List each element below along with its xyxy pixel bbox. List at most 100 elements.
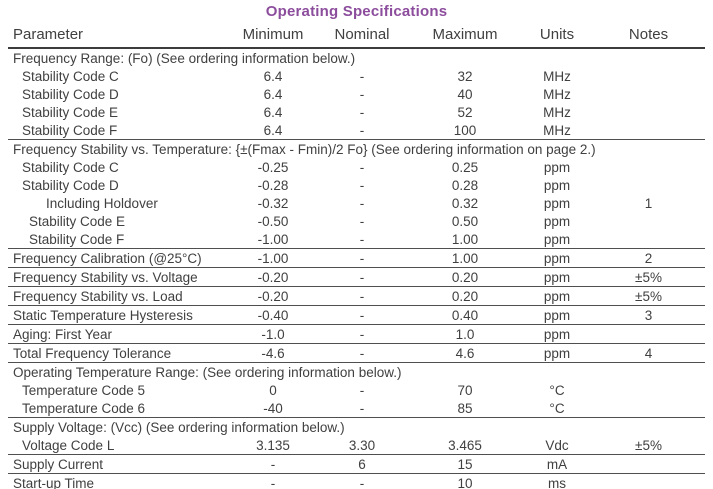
minimum-cell: 6.4: [263, 68, 283, 84]
notes-cell: [592, 454, 705, 474]
notes-cell: [592, 324, 705, 344]
parameter-cell: Start-up Time: [8, 473, 230, 489]
units-cell: ppm: [543, 213, 571, 229]
units-cell: ppm: [522, 286, 592, 306]
parameter-cell: Stability Code F: [8, 121, 230, 140]
maximum-cell: 0.50: [451, 213, 479, 229]
spec-table-body: Frequency Range: (Fo) (See ordering info…: [8, 48, 705, 489]
notes-cell: 3: [592, 305, 705, 325]
nominal-cell: -: [316, 324, 408, 344]
parameter-cell: Static Temperature Hysteresis: [8, 305, 230, 325]
maximum-cell: 0.20: [408, 267, 522, 287]
spec-row: Voltage Code L 3.135 3.30 3.465 Vdc ±5%: [8, 436, 705, 455]
spec-row: Aging: First Year -1.0-1.0 ppm: [8, 324, 705, 344]
units-cell: ppm: [522, 248, 592, 268]
spec-row: Stability Code D 6.4 - 40 MHz: [8, 85, 705, 103]
minimum-cell: -1.00: [230, 248, 316, 268]
notes-cell: ±5%: [592, 286, 705, 306]
parameter-cell: Stability Code C: [22, 159, 119, 175]
maximum-cell: 1.00: [408, 248, 522, 268]
units-cell: ppm: [522, 305, 592, 325]
column-header-nominal: Nominal: [316, 25, 408, 49]
maximum-cell: 3.465: [408, 436, 522, 455]
section-row: Operating Temperature Range: (See orderi…: [8, 363, 705, 382]
minimum-cell: -1.0: [230, 324, 316, 344]
nominal-cell: -: [359, 195, 365, 211]
units-cell: ppm: [522, 343, 592, 363]
minimum-cell: -0.20: [230, 267, 316, 287]
nominal-cell: -: [316, 473, 408, 489]
parameter-cell: Voltage Code L: [8, 436, 230, 455]
parameter-cell: Stability Code E: [29, 213, 126, 229]
notes-cell: [592, 103, 705, 121]
minimum-cell: -0.25: [257, 159, 289, 175]
nominal-cell: -: [359, 104, 365, 120]
units-cell: MHz: [543, 104, 571, 120]
nominal-cell: -: [359, 382, 365, 398]
spec-row: Stability Code C -0.25-0.25 ppm: [8, 158, 705, 176]
section-label: Frequency Stability vs. Temperature: {±(…: [13, 141, 596, 157]
notes-cell: [592, 121, 705, 140]
notes-cell: [592, 85, 705, 103]
spec-row: Stability Code D -0.28-0.28 ppm: [8, 176, 705, 194]
units-cell: Vdc: [522, 436, 592, 455]
maximum-cell: 0.28: [451, 177, 479, 193]
units-cell: ppm: [543, 177, 571, 193]
header-row: Parameter Minimum Nominal Maximum Units …: [8, 25, 705, 49]
section-label: Supply Voltage: (Vcc) (See ordering info…: [13, 419, 345, 435]
units-cell: ms: [522, 473, 592, 489]
maximum-cell: 10: [408, 473, 522, 489]
maximum-cell: 52: [457, 104, 473, 120]
units-cell: ppm: [522, 230, 592, 249]
table-header: Parameter Minimum Nominal Maximum Units …: [8, 25, 705, 49]
notes-cell: ±5%: [592, 267, 705, 287]
nominal-cell: -: [359, 213, 365, 229]
minimum-cell: -4.6: [230, 343, 316, 363]
section-label: Frequency Range: (Fo) (See ordering info…: [13, 50, 356, 66]
nominal-cell: -: [316, 230, 408, 249]
notes-cell: 1: [644, 195, 653, 211]
nominal-cell: -: [316, 399, 408, 418]
minimum-cell: -0.20: [230, 286, 316, 306]
minimum-cell: -0.40: [230, 305, 316, 325]
parameter-cell: Stability Code E: [22, 104, 119, 120]
maximum-cell: 1.0: [408, 324, 522, 344]
maximum-cell: 0.20: [408, 286, 522, 306]
column-header-units: Units: [522, 25, 592, 49]
units-cell: ppm: [543, 159, 571, 175]
nominal-cell: -: [359, 159, 365, 175]
minimum-cell: 6.4: [230, 121, 316, 140]
maximum-cell: 32: [457, 68, 473, 84]
column-header-maximum: Maximum: [408, 25, 522, 49]
spec-row: Static Temperature Hysteresis -0.40-0.40 p…: [8, 305, 705, 325]
section-label: Operating Temperature Range: (See orderi…: [13, 364, 402, 380]
notes-cell: ±5%: [592, 436, 705, 455]
units-cell: MHz: [543, 68, 571, 84]
minimum-cell: -1.00: [230, 230, 316, 249]
units-cell: MHz: [543, 86, 571, 102]
spec-row: Stability Code F -1.00-1.00 ppm: [8, 230, 705, 249]
minimum-cell: -0.50: [257, 213, 289, 229]
parameter-cell: Frequency Stability vs. Voltage: [8, 267, 230, 287]
minimum-cell: 6.4: [263, 104, 283, 120]
maximum-cell: 1.00: [408, 230, 522, 249]
spec-row: Stability Code E 6.4 - 52 MHz: [8, 103, 705, 121]
column-header-parameter: Parameter: [8, 25, 230, 49]
parameter-cell: Stability Code D: [22, 177, 119, 193]
minimum-cell: -40: [230, 399, 316, 418]
spec-row: Frequency Stability vs. Load -0.20-0.20 pp…: [8, 286, 705, 306]
nominal-cell: -: [316, 343, 408, 363]
notes-cell: [592, 67, 705, 85]
minimum-cell: 6.4: [263, 86, 283, 102]
nominal-cell: -: [316, 305, 408, 325]
spec-row: Stability Code E -0.50-0.50 ppm: [8, 212, 705, 230]
units-cell: °C: [522, 399, 592, 418]
page-title: Operating Specifications: [265, 3, 448, 20]
notes-cell: 2: [592, 248, 705, 268]
nominal-cell: -: [359, 177, 365, 193]
maximum-cell: 15: [408, 454, 522, 474]
maximum-cell: 0.40: [408, 305, 522, 325]
column-header-notes: Notes: [592, 25, 705, 49]
notes-cell: 4: [592, 343, 705, 363]
